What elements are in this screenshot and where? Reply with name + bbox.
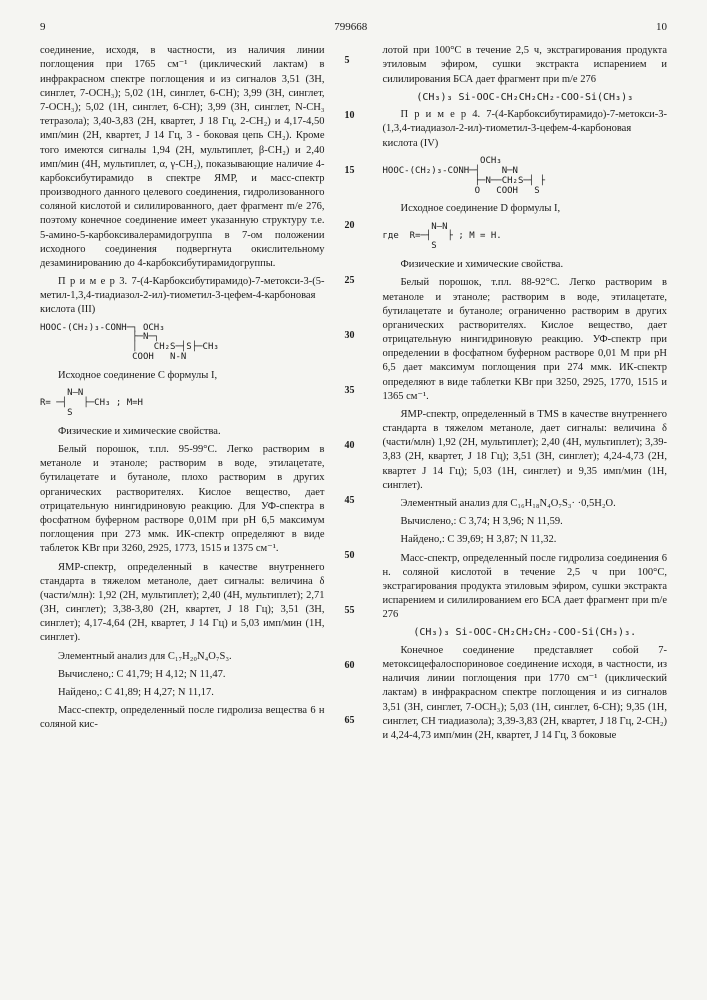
body-text: Белый порошок, т.пл. 95-99°C. Легко раст…: [40, 443, 325, 556]
line-num: 25: [345, 274, 363, 287]
chemical-fragment-r2: N—N где R=─┤ ├ ; M = H. S: [383, 223, 668, 253]
mass-spec-formula-2: (CH₃)₃ Si-OOC-CH₂CH₂CH₂-COO-Si(CH₃)₃.: [383, 626, 668, 640]
line-num: 15: [345, 164, 363, 177]
body-text: Элементный анализ для C₁₇H₂₀N₄O₇S₃.: [40, 650, 325, 664]
chemical-structure-4: OCH₃ HOOC-(CH₂)₃-CONH─┤ N─N ├─N──CH₂S─┤ …: [383, 157, 668, 197]
line-num: 10: [345, 109, 363, 122]
found-values: Найдено,: C 39,69; H 3,87; N 11,32.: [383, 533, 668, 547]
line-num: 20: [345, 219, 363, 232]
line-num: 30: [345, 329, 363, 342]
right-column: лотой при 100°C в течение 2,5 ч, экстраг…: [383, 44, 668, 747]
document-number: 799668: [46, 20, 657, 34]
calc-values: Вычислено,: C 3,74; H 3,96; N 11,59.: [383, 515, 668, 529]
body-text: Элементный анализ для C₁₆H₁₈N₄O₇S₃· ·0,5…: [383, 497, 668, 511]
properties-title: Физические и химические свойства.: [40, 425, 325, 439]
line-number-gutter: 5 10 15 20 25 30 35 40 45 50 55 60 65: [345, 44, 363, 747]
line-num: 50: [345, 549, 363, 562]
body-text: Масс-спектр, определенный после гидролиз…: [383, 552, 668, 623]
body-text: Масс-спектр, определенный после гидролиз…: [40, 704, 325, 732]
left-column: соединение, исходя, в частности, из нали…: [40, 44, 325, 747]
chemical-fragment-r: N—N R= ─┤ ├─CH₃ ; M=H S: [40, 389, 325, 419]
line-num: 5: [345, 54, 363, 67]
found-values: Найдено,: C 41,89; H 4,27; N 11,17.: [40, 686, 325, 700]
mass-spec-formula: (CH₃)₃ Si-OOC-CH₂CH₂CH₂-COO-Si(CH₃)₃: [383, 91, 668, 105]
calc-values: Вычислено,: C 41,79; H 4,12; N 11,47.: [40, 668, 325, 682]
line-num: 40: [345, 439, 363, 452]
body-text: лотой при 100°C в течение 2,5 ч, экстраг…: [383, 44, 668, 87]
line-num: 35: [345, 384, 363, 397]
body-text: Конечное соединение представляет собой 7…: [383, 644, 668, 743]
line-num: 60: [345, 659, 363, 672]
properties-title: Физические и химические свойства.: [383, 258, 668, 272]
line-num: 55: [345, 604, 363, 617]
body-text: соединение, исходя, в частности, из нали…: [40, 44, 325, 271]
body-text: ЯМР-спектр, определенный в качестве внут…: [40, 561, 325, 646]
page-header: 9 799668 10: [40, 20, 667, 34]
line-num: 45: [345, 494, 363, 507]
body-text: ЯМР-спектр, определенный в TMS в качеств…: [383, 408, 668, 493]
body-text: Исходное соединение D формулы I,: [383, 202, 668, 216]
example-3-heading: П р и м е р 3. 7-(4-Карбоксибутирамидо)-…: [40, 275, 325, 318]
example-4-heading: П р и м е р 4. 7-(4-Карбоксибутирамидо)-…: [383, 108, 668, 151]
two-column-layout: соединение, исходя, в частности, из нали…: [40, 44, 667, 747]
body-text: Белый порошок, т.пл. 88-92°C. Легко раст…: [383, 276, 668, 404]
chemical-structure-3: HOOC-(CH₂)₃-CONH─┐ OCH₃ ├─N─┐ │ CH₂S─┤S├…: [40, 324, 325, 364]
line-num: 65: [345, 714, 363, 727]
page-right-num: 10: [656, 20, 667, 34]
body-text: Исходное соединение C формулы I,: [40, 369, 325, 383]
